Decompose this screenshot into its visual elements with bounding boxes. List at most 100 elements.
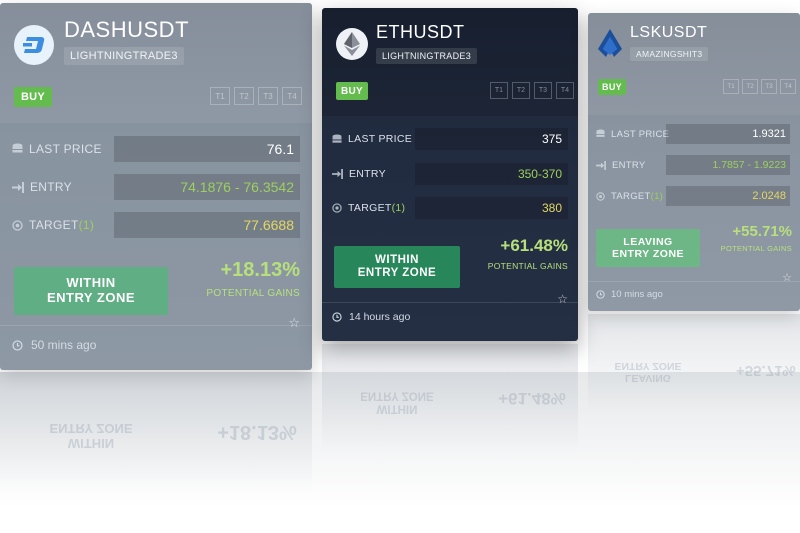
tab-t1[interactable]: T1 — [210, 87, 230, 105]
favorite-star-icon[interactable]: ☆ — [288, 315, 300, 330]
last-price-label: LAST PRICE — [348, 133, 413, 145]
target-row: TARGET (1) 77.6688 — [0, 212, 312, 238]
card-header: LSKUSDT AMAZINGSHIT3 BUY T1 T2 T3 T4 — [588, 13, 800, 115]
target-tabs: T1 T2 T3 T4 — [490, 82, 574, 99]
favorite-star-icon[interactable]: ☆ — [782, 271, 792, 284]
zone-line-2: ENTRY ZONE — [611, 248, 685, 260]
dash-coin-icon — [14, 25, 54, 65]
pair-name: DASHUSDT — [64, 17, 190, 42]
entry-zone-status-button[interactable]: WITHIN ENTRY ZONE — [334, 246, 460, 288]
target-value: 380 — [415, 197, 568, 219]
gain-label: POTENTIAL GAINS — [720, 244, 792, 253]
target-tabs: T1 T2 T3 T4 — [723, 79, 796, 94]
last-price-row: LAST PRICE 375 — [322, 128, 578, 150]
last-price-row: LAST PRICE 76.1 — [0, 136, 312, 162]
trader-badge[interactable]: AMAZINGSHIT3 — [630, 47, 709, 61]
tab-t3[interactable]: T3 — [534, 82, 552, 99]
entry-value: 350-370 — [415, 163, 568, 185]
target-value: 2.0248 — [666, 186, 790, 206]
zone-line-1: WITHIN — [375, 253, 419, 266]
gain-percent: +18.13% — [220, 259, 300, 281]
clock-icon — [332, 312, 342, 322]
clock-icon — [596, 289, 605, 299]
divider — [0, 325, 312, 326]
zone-line-2: ENTRY ZONE — [357, 267, 437, 279]
card-reflection-3 — [588, 314, 800, 414]
entry-zone-status-button[interactable]: WITHIN ENTRY ZONE — [14, 267, 168, 315]
gain-percent: +55.71% — [732, 223, 792, 240]
target-tabs: T1 T2 T3 T4 — [210, 87, 302, 105]
time-ago: 50 mins ago — [31, 338, 97, 352]
target-count: (1) — [391, 202, 406, 214]
entry-value: 1.7857 - 1.9223 — [666, 155, 790, 175]
card-footer: 14 hours ago — [322, 308, 578, 326]
lisk-coin-icon — [596, 29, 624, 57]
tab-t4[interactable]: T4 — [282, 87, 302, 105]
target-value: 77.6688 — [114, 212, 300, 238]
tab-t2[interactable]: T2 — [512, 82, 530, 99]
signal-card-ethusdt[interactable]: ETHUSDT LIGHTNINGTRADE3 BUY T1 T2 T3 T4 … — [322, 8, 578, 341]
trader-badge[interactable]: LIGHTNINGTRADE3 — [64, 47, 184, 65]
entry-row: ENTRY 1.7857 - 1.9223 — [588, 155, 800, 175]
favorite-star-icon[interactable]: ☆ — [557, 292, 568, 306]
tab-t4[interactable]: T4 — [780, 79, 796, 94]
target-count: (1) — [650, 190, 664, 202]
time-ago: 10 mins ago — [611, 288, 663, 300]
pair-name: ETHUSDT — [376, 22, 465, 42]
sign-in-icon — [12, 181, 24, 193]
sign-in-icon — [332, 169, 343, 179]
buy-button[interactable]: BUY — [14, 87, 52, 107]
divider — [588, 281, 800, 282]
card-reflection-2 — [322, 344, 578, 454]
last-price-label: LAST PRICE — [611, 128, 670, 140]
card-footer: 50 mins ago — [0, 335, 312, 355]
last-price-value: 76.1 — [114, 136, 300, 162]
last-price-value: 1.9321 — [666, 124, 790, 144]
target-label: TARGET — [611, 190, 651, 202]
time-ago: 14 hours ago — [349, 311, 411, 323]
buy-button[interactable]: BUY — [336, 82, 368, 100]
tab-t1[interactable]: T1 — [723, 79, 739, 94]
trader-badge[interactable]: LIGHTNINGTRADE3 — [376, 48, 478, 64]
divider — [322, 302, 578, 303]
sign-in-icon — [596, 160, 606, 170]
potential-gains: +55.71% POTENTIAL GAINS — [721, 223, 792, 253]
coins-icon — [12, 143, 23, 155]
entry-row: ENTRY 350-370 — [322, 163, 578, 185]
zone-line-1: LEAVING — [623, 235, 673, 248]
signal-card-dashusdt[interactable]: DASHUSDT LIGHTNINGTRADE3 BUY T1 T2 T3 T4… — [0, 3, 312, 370]
coins-icon — [596, 129, 605, 139]
last-price-value: 375 — [415, 128, 568, 150]
entry-value: 74.1876 - 76.3542 — [114, 174, 300, 200]
entry-zone-status-button[interactable]: LEAVING ENTRY ZONE — [596, 229, 700, 267]
card-footer: 10 mins ago — [588, 286, 800, 302]
target-icon — [12, 219, 23, 231]
target-icon — [596, 191, 605, 201]
last-price-label: LAST PRICE — [29, 142, 102, 156]
signal-card-lskusdt[interactable]: LSKUSDT AMAZINGSHIT3 BUY T1 T2 T3 T4 LAS… — [588, 13, 800, 311]
target-icon — [332, 203, 342, 213]
entry-label: ENTRY — [349, 168, 386, 180]
target-label: TARGET — [29, 218, 79, 232]
last-price-row: LAST PRICE 1.9321 — [588, 124, 800, 144]
tab-t3[interactable]: T3 — [761, 79, 777, 94]
buy-button[interactable]: BUY — [598, 79, 626, 95]
zone-line-2: ENTRY ZONE — [46, 290, 136, 305]
entry-label: ENTRY — [612, 159, 646, 171]
clock-icon — [12, 339, 23, 351]
tab-t3[interactable]: T3 — [258, 87, 278, 105]
tab-t2[interactable]: T2 — [234, 87, 254, 105]
target-row: TARGET (1) 380 — [322, 197, 578, 219]
tab-t2[interactable]: T2 — [742, 79, 758, 94]
card-reflection-1 — [0, 372, 312, 492]
gain-label: POTENTIAL GAINS — [487, 261, 568, 271]
target-row: TARGET (1) 2.0248 — [588, 186, 800, 206]
potential-gains: +18.13% POTENTIAL GAINS — [206, 259, 300, 299]
tab-t1[interactable]: T1 — [490, 82, 508, 99]
tab-t4[interactable]: T4 — [556, 82, 574, 99]
pair-name: LSKUSDT — [630, 24, 708, 41]
zone-line-1: WITHIN — [66, 275, 116, 291]
coins-icon — [332, 134, 342, 145]
card-header: ETHUSDT LIGHTNINGTRADE3 BUY T1 T2 T3 T4 — [322, 8, 578, 116]
